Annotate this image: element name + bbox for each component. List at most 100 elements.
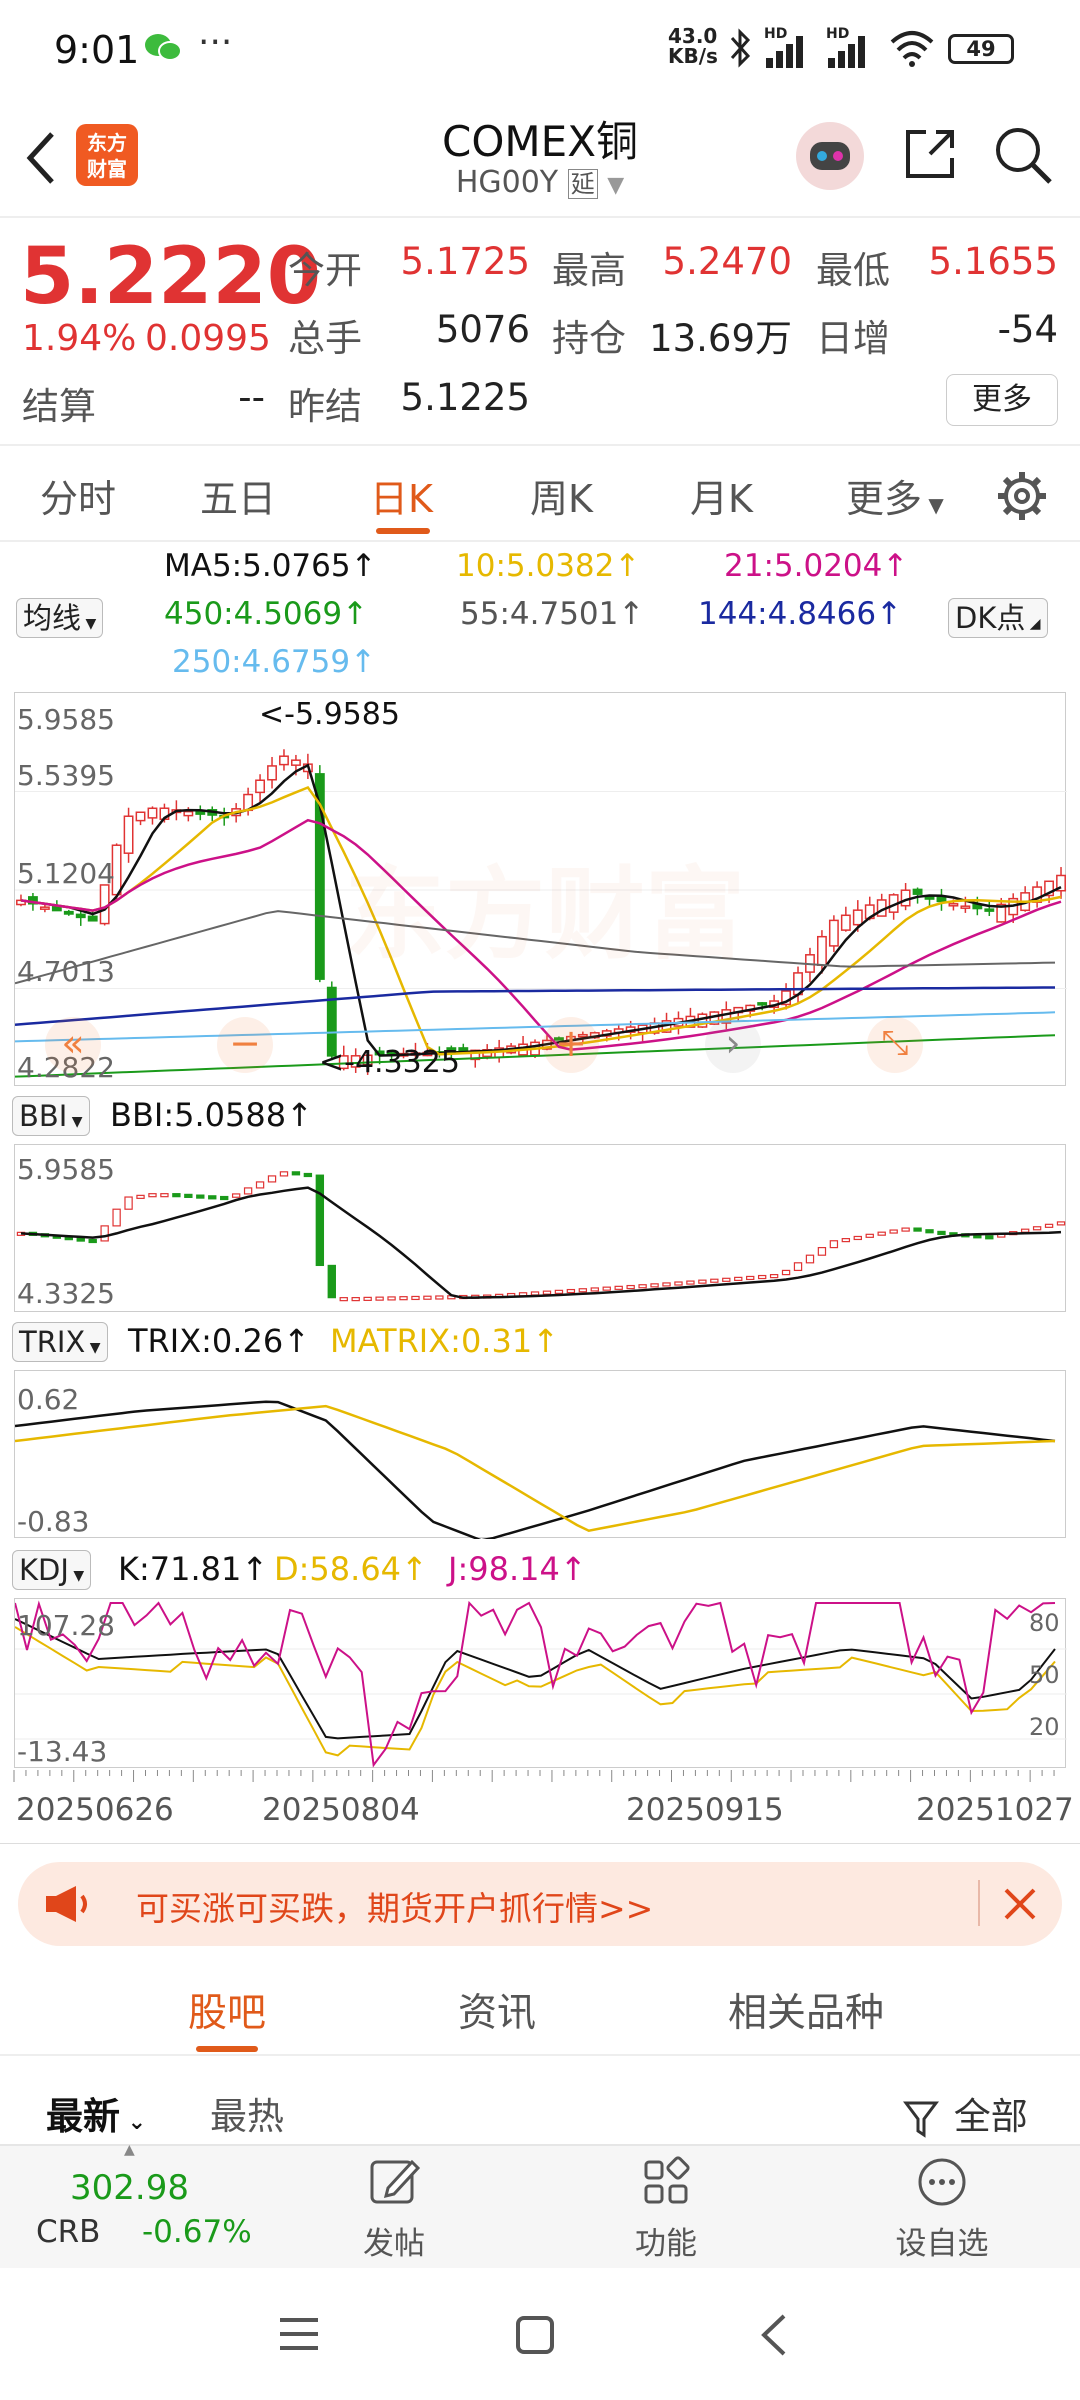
- fullscreen-icon[interactable]: ⤡: [867, 1017, 923, 1073]
- scroll-left-icon[interactable]: «: [45, 1017, 101, 1073]
- contract-code[interactable]: HG00Y 延 ▼: [340, 164, 740, 200]
- tab-five-day[interactable]: 五日: [200, 477, 277, 521]
- bbi-candle: [303, 1172, 313, 1178]
- filter-label: 全部: [953, 2095, 1028, 2138]
- dk-point-button[interactable]: DK点 ◢: [948, 598, 1048, 638]
- kdj-selector[interactable]: KDJ ▼: [12, 1550, 92, 1590]
- hd-label-2: HD: [826, 26, 850, 42]
- filter-icon: [903, 2101, 939, 2138]
- filter-button[interactable]: 全部: [902, 2086, 1028, 2141]
- watchlist-label: 设自选: [895, 2226, 989, 2262]
- bbi-candle: [578, 1288, 588, 1293]
- tab-monthly-k[interactable]: 月K: [690, 477, 753, 521]
- bbi-candle: [913, 1227, 922, 1232]
- system-nav-bar: [0, 2268, 1080, 2400]
- candle: [314, 773, 325, 980]
- kdj-d-line: [15, 1626, 1056, 1757]
- function-button[interactable]: 功能: [616, 2154, 716, 2263]
- chevron-down-icon: ⌄: [120, 2110, 147, 2135]
- tab-weekly-k[interactable]: 周K: [530, 477, 593, 521]
- tab-related[interactable]: 相关品种: [728, 1991, 885, 2036]
- candle: [900, 889, 911, 907]
- bbi-candle: [865, 1233, 874, 1238]
- bbi-candle: [901, 1227, 910, 1232]
- y-axis-label: 5.1204: [17, 857, 115, 890]
- tab-intraday[interactable]: 分时: [40, 477, 117, 521]
- hd-label-1: HD: [764, 26, 788, 42]
- tab-daily-k[interactable]: 日K: [370, 477, 433, 521]
- trix-legend: TRIX ▼ TRIX:0.26↑ MATRIX:0.31↑: [0, 1318, 1080, 1366]
- bbi-candle: [124, 1196, 133, 1210]
- content-tabs: 股吧 资讯 相关品种: [0, 1962, 1080, 2056]
- bbi-svg: [16, 1171, 1066, 1302]
- tab-more[interactable]: 更多 ▼: [846, 468, 944, 523]
- bbi-candle: [626, 1284, 635, 1290]
- status-time: 9:01: [54, 28, 140, 72]
- candlestick-svg: [15, 749, 1067, 1078]
- bbi-candle: [746, 1275, 755, 1281]
- candle: [183, 810, 194, 817]
- kdj-ref-20: 20: [1029, 1713, 1060, 1741]
- kdj-y-bottom: -13.43: [17, 1735, 108, 1768]
- bbi-candle: [614, 1285, 623, 1290]
- candle: [757, 1002, 768, 1006]
- page-title: COMEX铜: [442, 117, 638, 166]
- y-axis-label: 4.2822: [17, 1051, 115, 1084]
- ma-selector[interactable]: 均线 ▼: [16, 598, 104, 638]
- status-bar: 9:01 ··· 43.0 KB/s HD HD 49: [0, 0, 1080, 100]
- scroll-right-icon[interactable]: ›: [705, 1017, 761, 1073]
- y-axis-label: 4.7013: [17, 955, 115, 988]
- candle: [1044, 880, 1055, 897]
- sort-hot[interactable]: 最热: [210, 2095, 284, 2138]
- watermark: 东方财富: [345, 856, 745, 973]
- position-value: 13.69万: [649, 317, 792, 360]
- quote-panel: 5.2220 1.94% 0.0995 今开 5.1725 最高 5.2470 …: [0, 220, 1080, 446]
- matrix-line: [15, 1404, 1056, 1533]
- bbi-candle: [925, 1229, 934, 1234]
- add-watchlist-button[interactable]: 设自选: [880, 2154, 1004, 2263]
- sort-latest[interactable]: 最新 ⌄: [46, 2086, 146, 2140]
- tab-news[interactable]: 资讯: [458, 1991, 537, 2036]
- more-button[interactable]: 更多: [946, 374, 1058, 426]
- promo-banner[interactable]: 可买涨可买跌，期货开户抓行情>>: [18, 1862, 1062, 1946]
- ma450-line: [15, 1034, 1056, 1078]
- post-button[interactable]: 发帖: [344, 2154, 444, 2263]
- candle: [1056, 874, 1066, 892]
- kdj-k-value: K:71.81↑: [118, 1550, 269, 1588]
- bbi-candle: [315, 1174, 325, 1267]
- crb-change: -0.67%: [142, 2214, 252, 2250]
- candle: [279, 755, 289, 766]
- crb-value[interactable]: 302.98: [70, 2168, 189, 2208]
- candlestick-chart[interactable]: 东方财富 5.9585 5.5395 5.1204 4.7013 4.2822 …: [14, 692, 1067, 1086]
- zoom-out-icon[interactable]: −: [217, 1017, 273, 1073]
- kdj-y-top: 107.28: [17, 1609, 115, 1642]
- period-tabs: 分时 五日 日K 周K 月K 更多 ▼: [0, 446, 1080, 542]
- bbi-candle: [1056, 1221, 1066, 1226]
- bbi-candle: [662, 1282, 671, 1287]
- kdj-chart[interactable]: 107.28 -13.43 80 50 20: [14, 1598, 1067, 1768]
- bbi-y-bottom: 4.3325: [17, 1277, 115, 1310]
- bbi-candle: [853, 1235, 862, 1241]
- high-value: 5.2470: [662, 240, 792, 283]
- caret-down-icon: ▼: [68, 1568, 85, 1584]
- y-axis-label: 5.9585: [17, 703, 115, 736]
- crb-label: CRB: [36, 2214, 101, 2250]
- bbi-candle: [327, 1264, 336, 1299]
- tab-forum[interactable]: 股吧: [188, 1991, 267, 2036]
- bbi-candle: [255, 1181, 265, 1189]
- bbi-chart[interactable]: 5.9585 4.3325: [14, 1144, 1066, 1312]
- zoom-in-icon[interactable]: +: [543, 1017, 599, 1073]
- corner-arrow-icon: ◢: [1025, 616, 1041, 632]
- trix-chart[interactable]: 0.62 -0.83: [14, 1370, 1066, 1539]
- bbi-line: [20, 1186, 1062, 1300]
- bbi-candle: [781, 1269, 791, 1276]
- bbi-selector[interactable]: BBI ▼: [12, 1096, 90, 1136]
- trix-selector[interactable]: TRIX ▼: [12, 1322, 108, 1362]
- robot-assistant-icon[interactable]: [796, 122, 864, 190]
- trix-selector-label: TRIX: [19, 1325, 86, 1359]
- grid-icon: [644, 2156, 690, 2204]
- bottom-toolbar: ▲ 302.98 CRB -0.67% 发帖 功能 设自选: [0, 2142, 1080, 2268]
- kdj-svg: [15, 1600, 1067, 1768]
- bbi-candle: [590, 1287, 599, 1292]
- bbi-candle: [100, 1225, 109, 1242]
